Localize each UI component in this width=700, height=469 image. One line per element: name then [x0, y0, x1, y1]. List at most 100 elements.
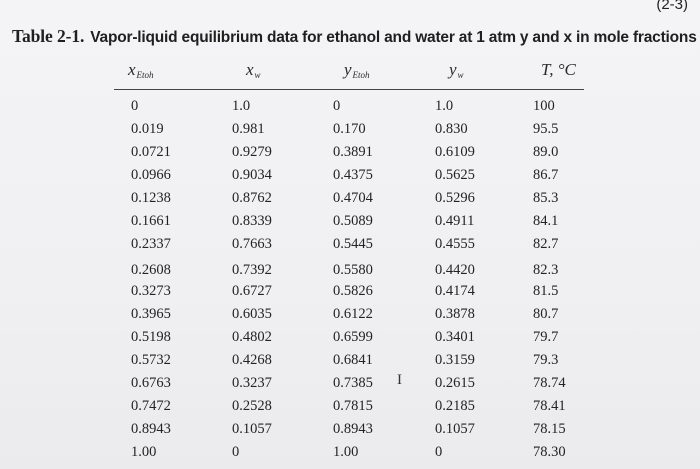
table-cell: 0.4802 [232, 329, 272, 345]
table-cell: 0 [333, 98, 341, 114]
table-cell: 0.4555 [435, 236, 475, 252]
table-cell: 78.41 [533, 398, 566, 414]
table-cell: 0.5198 [131, 329, 171, 345]
table-cell: 0.8339 [232, 213, 272, 229]
table-cell: 1.0 [435, 98, 454, 114]
page-number: (2-3) [656, 0, 688, 13]
table-cell: 0.8762 [232, 190, 272, 206]
table-cell: 0.9034 [232, 167, 272, 183]
table-cell: 0.2337 [131, 236, 171, 252]
table-cell: 100 [533, 98, 555, 114]
table-cell: 95.5 [533, 121, 559, 137]
column-header-symbol: x [128, 60, 136, 79]
table-cell: 0.6763 [131, 375, 171, 391]
table-cell: 1.0 [232, 98, 251, 114]
table-cell: 0.830 [435, 121, 468, 137]
table-cell: 0.2528 [232, 398, 272, 414]
column-header-subscript: Etoh [352, 70, 370, 80]
table-cell: 79.3 [533, 352, 559, 368]
table-cell: 81.5 [533, 283, 559, 299]
table-cell: 0.7663 [232, 236, 272, 252]
column-header-subscript: w [254, 70, 261, 80]
column-header-2: xw [246, 60, 261, 80]
table-cell: 1.00 [131, 444, 157, 460]
table-caption-label: Table 2-1. [12, 26, 85, 46]
table-cell: 78.15 [533, 421, 566, 437]
table-cell: 0.3159 [435, 352, 475, 368]
table-cell: 0.4911 [435, 213, 475, 229]
table-cell: 82.3 [533, 262, 559, 278]
table-cell: 0.5625 [435, 167, 475, 183]
table-cell: 0.4420 [435, 262, 475, 278]
table-caption: Table 2-1. Vapor-liquid equilibrium data … [12, 26, 697, 47]
table-cell: 0.3878 [435, 306, 475, 322]
table-cell: 0.5296 [435, 190, 475, 206]
table-cell: 86.7 [533, 167, 559, 183]
table-cell: 0.7472 [131, 398, 171, 414]
table-cell: 0.2615 [435, 375, 475, 391]
table-cell: 0.170 [333, 121, 366, 137]
table-cell: 0.2608 [131, 262, 171, 278]
table-cell: 0.3891 [333, 144, 373, 160]
table-cell: 0.8943 [333, 421, 373, 437]
table-cell: 0.5732 [131, 352, 171, 368]
column-header-subscript: Etoh [136, 70, 154, 80]
table-cell: 0.5580 [333, 262, 373, 278]
table-cell: 0.6035 [232, 306, 272, 322]
text-cursor-icon: I [397, 372, 402, 388]
table-cell: 0.7815 [333, 398, 373, 414]
column-header-symbol: x [246, 60, 254, 79]
column-header-1: xEtoh [128, 60, 154, 80]
table-cell: 0.4704 [333, 190, 373, 206]
table-cell: 0.019 [131, 121, 164, 137]
table-cell: 1.00 [333, 444, 359, 460]
table-cell: 89.0 [533, 144, 559, 160]
column-header-4: yw [449, 60, 464, 80]
table-cell: 0.5445 [333, 236, 373, 252]
column-header-symbol: y [344, 60, 352, 79]
table-cell: 79.7 [533, 329, 559, 345]
table-cell: 0.1057 [435, 421, 475, 437]
table-cell: 0.1661 [131, 213, 171, 229]
table-cell: 0.8943 [131, 421, 171, 437]
header-rule [114, 89, 584, 90]
table-cell: 0.981 [232, 121, 265, 137]
table-cell: 0.7385 [333, 375, 373, 391]
column-header-symbol: y [449, 60, 457, 79]
column-header-3: yEtoh [344, 60, 370, 80]
table-cell: 0.9279 [232, 144, 272, 160]
table-cell: 0.0966 [131, 167, 171, 183]
table-cell: 0.0721 [131, 144, 171, 160]
table-cell: 0.3401 [435, 329, 475, 345]
table-cell: 0.2185 [435, 398, 475, 414]
table-cell: 0.7392 [232, 262, 272, 278]
table-cell: 0.4174 [435, 283, 475, 299]
table-cell: 0.6841 [333, 352, 373, 368]
column-header-5: T, °C [541, 60, 576, 80]
table-cell: 0.6109 [435, 144, 475, 160]
table-cell: 0 [232, 444, 240, 460]
table-cell: 78.30 [533, 444, 566, 460]
table-cell: 0.5826 [333, 283, 373, 299]
table-caption-text: Vapor-liquid equilibrium data for ethano… [90, 29, 697, 46]
table-cell: 85.3 [533, 190, 559, 206]
table-cell: 84.1 [533, 213, 559, 229]
table-cell: 0.1238 [131, 190, 171, 206]
table-cell: 0 [435, 444, 443, 460]
table-cell: 78.74 [533, 375, 566, 391]
table-cell: 82.7 [533, 236, 559, 252]
table-cell: 0.3237 [232, 375, 272, 391]
table-cell: 0.6727 [232, 283, 272, 299]
table-cell: 80.7 [533, 306, 559, 322]
table-cell: 0.1057 [232, 421, 272, 437]
table-cell: 0.6122 [333, 306, 373, 322]
column-header-symbol: T, °C [541, 60, 576, 79]
table-cell: 0.4375 [333, 167, 373, 183]
table-cell: 0.6599 [333, 329, 373, 345]
table-cell: 0.4268 [232, 352, 272, 368]
table-cell: 0.5089 [333, 213, 373, 229]
column-header-subscript: w [457, 70, 464, 80]
table-cell: 0.3273 [131, 283, 171, 299]
table-cell: 0.3965 [131, 306, 171, 322]
table-cell: 0 [131, 98, 139, 114]
